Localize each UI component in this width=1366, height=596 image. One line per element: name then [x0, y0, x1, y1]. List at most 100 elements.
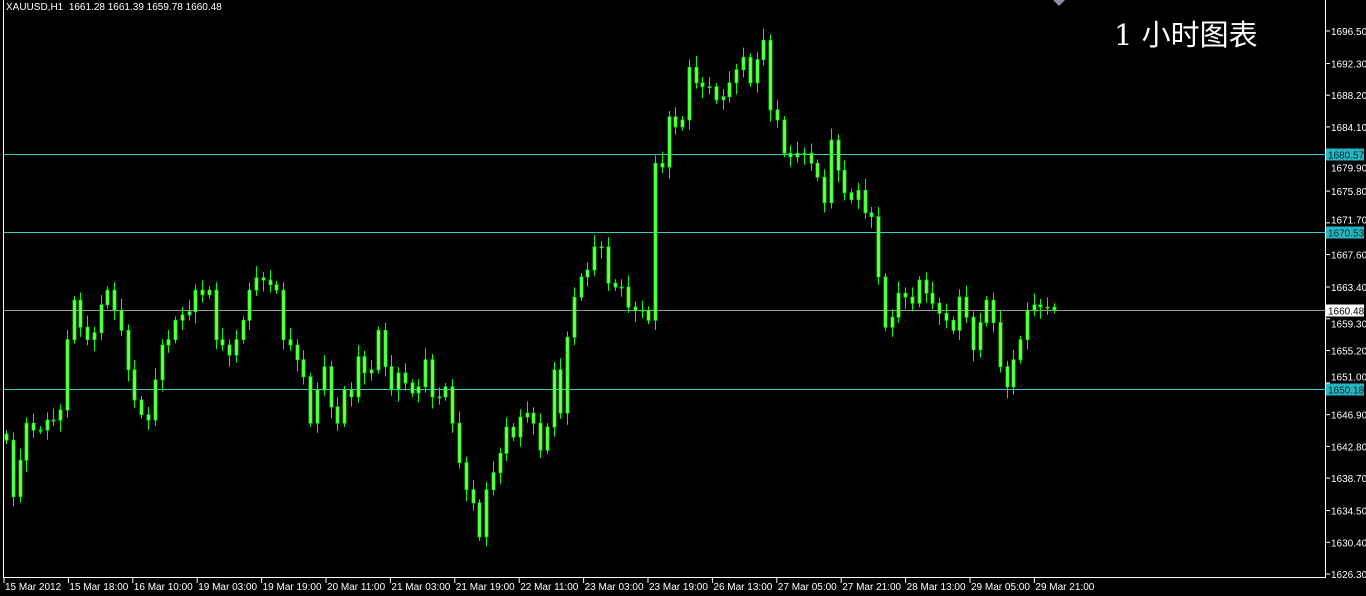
candle — [673, 107, 678, 135]
candle — [660, 151, 665, 173]
candle — [200, 280, 205, 303]
candle-body — [525, 412, 530, 418]
candle — [24, 417, 29, 472]
candle — [937, 297, 942, 325]
candle-body — [322, 366, 327, 391]
candle-body — [504, 426, 509, 454]
candle — [836, 134, 841, 182]
candle — [755, 51, 760, 93]
candle — [640, 300, 645, 318]
level-labels: 1680.57 1670.53 1650.18 1660.48 — [1326, 148, 1365, 397]
time-tick-label: 15 Mar 2012 — [5, 582, 62, 593]
candle-body — [247, 289, 252, 321]
chart-header: XAUUSD,H1 1661.28 1661.39 1659.78 1660.4… — [6, 2, 222, 13]
candle — [410, 379, 415, 397]
candle — [721, 89, 726, 110]
candle-body — [11, 439, 16, 498]
candle-body — [978, 322, 983, 351]
candle-body — [910, 296, 915, 304]
candle-body — [518, 416, 523, 438]
candle-body — [917, 279, 922, 304]
candle — [599, 241, 604, 259]
candle-body — [443, 386, 448, 398]
candle — [646, 306, 651, 325]
candle — [1011, 350, 1016, 395]
candle — [1045, 297, 1050, 315]
candle — [78, 292, 83, 337]
candle — [227, 339, 232, 367]
candle — [1005, 360, 1010, 399]
candle-body — [274, 284, 279, 291]
candle — [687, 59, 692, 130]
candle — [403, 363, 408, 391]
candle-body — [660, 162, 665, 168]
candle-body — [761, 39, 766, 61]
candle-body — [362, 356, 367, 374]
candle — [349, 382, 354, 407]
candle-body — [268, 279, 273, 286]
candle-body — [531, 412, 536, 424]
candle-body — [288, 339, 293, 346]
candle-body — [572, 296, 577, 338]
candle-body — [132, 369, 137, 401]
candle — [727, 71, 732, 103]
candle — [802, 147, 807, 165]
current-price-label: 1660.48 — [1328, 307, 1365, 318]
candle-body — [1045, 306, 1050, 309]
time-tick-label: 23 Mar 03:00 — [585, 582, 644, 593]
candle — [119, 298, 124, 337]
candle-body — [51, 419, 56, 422]
candle — [984, 296, 989, 327]
candle-body — [31, 422, 36, 431]
candle — [65, 329, 70, 418]
candle-body — [768, 39, 773, 111]
candle — [356, 345, 361, 403]
candle — [261, 271, 266, 292]
candle-body — [45, 419, 50, 431]
candle-body — [4, 433, 9, 441]
candle-body — [119, 309, 124, 331]
candle-body — [741, 56, 746, 71]
candle-body — [558, 369, 563, 414]
candle-body — [369, 369, 374, 374]
candle-body — [403, 372, 408, 384]
candle — [11, 432, 16, 507]
candle — [383, 322, 388, 377]
price-tick-label: 1655.20 — [1331, 346, 1366, 357]
candle-body — [72, 299, 77, 341]
candle — [214, 282, 219, 350]
candle — [572, 287, 577, 346]
candle — [606, 237, 611, 291]
candle-body — [193, 289, 198, 313]
candle — [700, 77, 705, 99]
candle — [788, 145, 793, 167]
candle — [815, 159, 820, 182]
candle-body — [538, 422, 543, 451]
candle-body — [984, 299, 989, 324]
chart-shift-marker-icon[interactable] — [1053, 0, 1065, 6]
candle — [869, 206, 874, 229]
candle — [389, 355, 394, 396]
candle — [849, 188, 854, 204]
candle — [748, 53, 753, 87]
candle-body — [227, 344, 232, 356]
candle — [978, 312, 983, 358]
candle — [707, 77, 712, 95]
candle — [775, 100, 780, 128]
candle-body — [694, 66, 699, 84]
candle — [160, 339, 165, 392]
candle — [741, 47, 746, 78]
candle-body — [383, 329, 388, 368]
candle — [876, 206, 881, 285]
candle-body — [721, 96, 726, 101]
candle — [376, 326, 381, 374]
candle — [525, 401, 530, 423]
time-tick-label: 29 Mar 05:00 — [971, 582, 1030, 593]
candle — [1038, 299, 1043, 319]
candle-body — [423, 359, 428, 388]
candle-body — [971, 316, 976, 351]
candle — [903, 287, 908, 309]
candle-body — [389, 366, 394, 391]
